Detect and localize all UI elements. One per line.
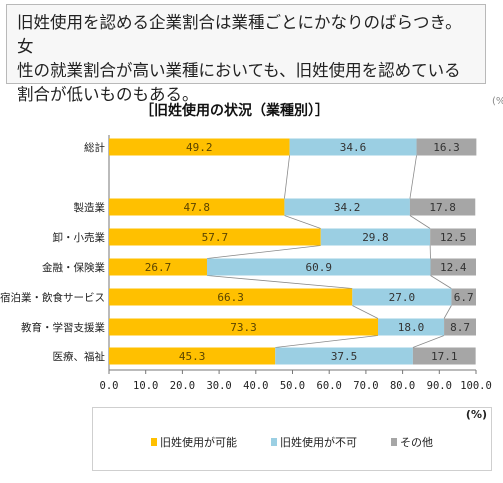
legend-label: 旧姓使用が不可 (280, 436, 357, 449)
category-label: 教育・学習支援業 (21, 321, 105, 334)
bar-segment (289, 138, 417, 156)
legend-swatch (151, 438, 157, 446)
bar-segment (109, 258, 207, 276)
data-label: 17.8 (429, 201, 456, 214)
data-label: 34.2 (334, 201, 361, 214)
category-label: 総計 (84, 141, 105, 154)
x-tick-label: 50.0 (280, 380, 305, 392)
legend-entry: 旧姓使用が可能 (151, 434, 237, 450)
x-tick-label: 70.0 (353, 380, 378, 392)
summary-callout: 旧姓使用を認める企業割合は業種ごとにかなりのばらつき。女 性の就業割合が高い業種… (6, 4, 486, 104)
connector-line (284, 215, 321, 229)
connector-line (412, 335, 445, 348)
category-label: 金融・保険業 (42, 261, 105, 274)
data-label: 8.7 (450, 321, 470, 334)
data-label: 45.3 (179, 350, 206, 363)
category-label: 医療、福祉 (53, 350, 106, 363)
legend-entry: 旧姓使用が不可 (271, 434, 357, 450)
data-label: 17.1 (431, 350, 458, 363)
connector-line (206, 245, 321, 259)
x-tick-label: 30.0 (206, 380, 231, 392)
legend-swatch (391, 438, 397, 446)
x-tick-label: 60.0 (317, 380, 342, 392)
bar-segment (109, 228, 321, 246)
bar-segment (451, 288, 476, 306)
callout-line-1: 旧姓使用を認める企業割合は業種ごとにかなりのばらつき。女 (17, 13, 462, 56)
data-label: 34.6 (340, 141, 367, 154)
data-label: 27.0 (389, 291, 416, 304)
x-tick-label: 10.0 (133, 380, 158, 392)
category-label: 卸・小売業 (53, 231, 106, 244)
legend-items: 旧姓使用が可能 旧姓使用が不可 その他 (93, 434, 491, 450)
bar-segment (206, 258, 431, 276)
bar-segment (109, 288, 353, 306)
data-label: 66.3 (217, 291, 244, 304)
connector-line (430, 275, 452, 289)
callout-line-3: 割合が低いものもある。 (17, 85, 199, 104)
data-label: 47.8 (183, 201, 210, 214)
x-tick-label: 20.0 (170, 380, 195, 392)
x-tick-label: 40.0 (243, 380, 268, 392)
bar-segment (378, 318, 445, 336)
bar-segment (320, 228, 431, 246)
bar-segment (430, 228, 476, 246)
bar-segment (109, 138, 290, 156)
category-label: 製造業 (74, 201, 106, 214)
bar-segment (352, 288, 452, 306)
connector-line (284, 155, 290, 199)
data-label: 49.2 (186, 141, 213, 154)
legend-swatch (271, 438, 277, 446)
bar-segment (409, 198, 476, 216)
connector-line (409, 215, 431, 229)
x-tick-label: 90.0 (427, 380, 452, 392)
data-label: 60.9 (305, 261, 332, 274)
data-label: 16.3 (433, 141, 460, 154)
legend-entry: その他 (391, 434, 433, 450)
data-label: 12.4 (440, 261, 467, 274)
legend-label: その他 (400, 436, 433, 449)
connector-line (275, 335, 379, 348)
bar-segment (416, 138, 477, 156)
data-label: 29.8 (362, 231, 389, 244)
legend-label: 旧姓使用が可能 (160, 436, 237, 449)
bar-segment (444, 318, 476, 336)
chart-title: ［旧姓使用の状況（業種別）］ (140, 103, 329, 119)
connector-line (352, 305, 379, 319)
bar-segment (430, 258, 476, 276)
connector-line (409, 155, 417, 199)
callout-line-2: 性の就業割合が高い業種においても、旧姓使用を認めている (17, 61, 461, 80)
side-axis-fragment: (% (492, 96, 503, 107)
data-label: 73.3 (230, 321, 257, 334)
data-label: 26.7 (145, 261, 172, 274)
x-tick-label: 0.0 (100, 380, 119, 392)
bar-segment (109, 318, 379, 336)
category-label: 宿泊業・飲食サービス (0, 291, 105, 304)
bar-segment (109, 347, 276, 365)
data-label: 12.5 (440, 231, 467, 244)
x-tick-label: 80.0 (390, 380, 415, 392)
data-label: 37.5 (331, 350, 358, 363)
bar-segment (275, 347, 413, 365)
bar-segment (412, 347, 476, 365)
bar-segment (109, 198, 285, 216)
data-label: 18.0 (398, 321, 425, 334)
unit-label: (%) (465, 408, 487, 421)
connector-line (443, 305, 452, 319)
bar-segment (284, 198, 410, 216)
data-label: 6.7 (454, 291, 474, 304)
x-tick-label: 100.0 (460, 380, 492, 392)
legend: (%) 旧姓使用が可能 旧姓使用が不可 その他 (92, 407, 492, 471)
connector-line (206, 275, 353, 289)
data-label: 57.7 (202, 231, 229, 244)
